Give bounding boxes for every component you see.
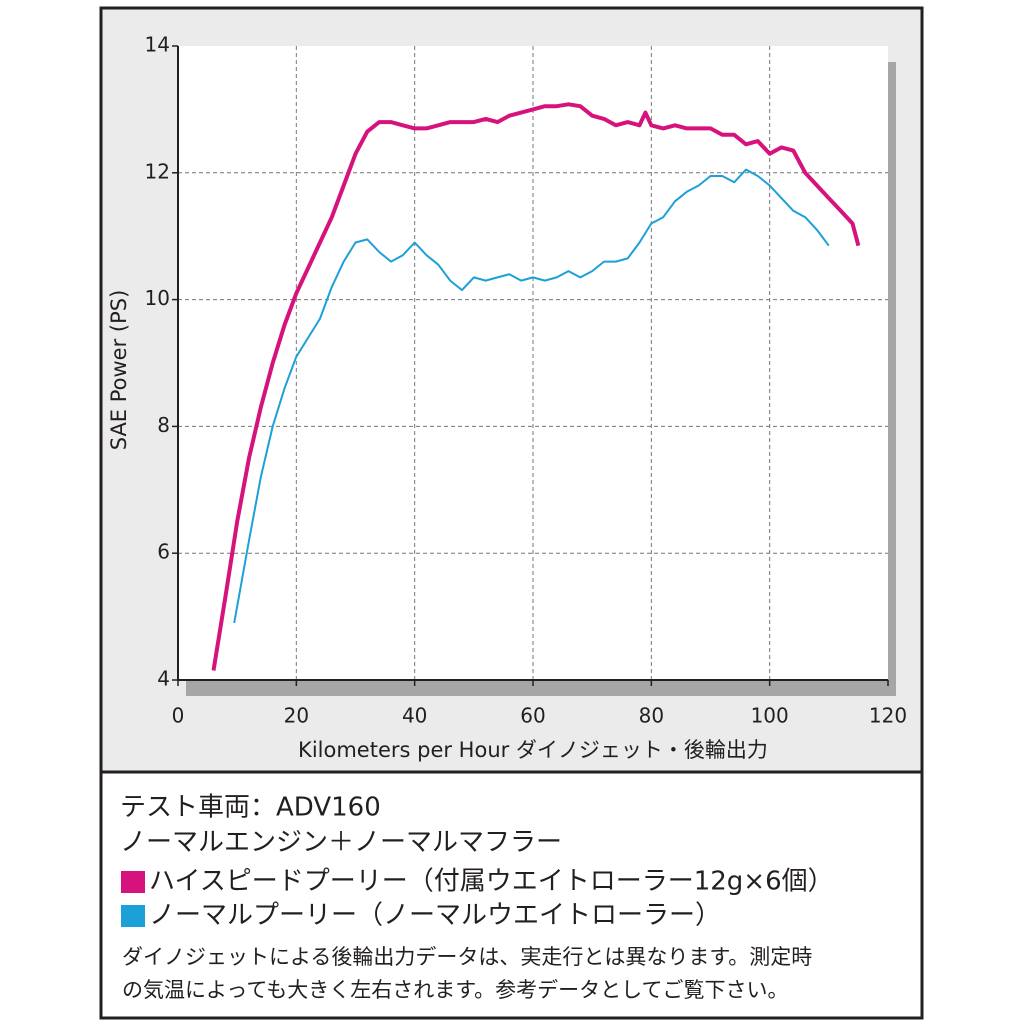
legend-label: ノーマルプーリー（ノーマルウエイトローラー） [149, 901, 721, 931]
series-line [233, 168, 830, 624]
vehicle-label: テスト車両：ADV160 [120, 793, 381, 823]
x-tick-label: 0 [172, 704, 185, 728]
y-tick-label: 10 [145, 286, 170, 310]
legend-panel [101, 772, 922, 1018]
x-tick-label: 60 [520, 704, 545, 728]
outer-frame [99, 6, 924, 1020]
legend-swatch [121, 871, 145, 893]
x-tick-label: 80 [639, 704, 664, 728]
condition-label: ノーマルエンジン＋ノーマルマフラー [120, 828, 562, 858]
y-tick-label: 4 [157, 667, 170, 691]
series-line [211, 102, 861, 671]
y-tick-label: 14 [145, 33, 170, 57]
legend-swatch [121, 905, 145, 927]
x-tick-label: 100 [751, 704, 789, 728]
x-tick-label: 120 [869, 704, 907, 728]
x-tick-label: 40 [402, 704, 427, 728]
x-axis-label: Kilometers per Hour ダイノジェット・後輪出力 [298, 738, 768, 762]
legend-label: ハイスピードプーリー（付属ウエイトローラー12g×6個） [149, 867, 834, 897]
y-tick-label: 8 [157, 413, 170, 437]
note: の気温によっても大きく左右されます。参考データとしてご覧下さい。 [122, 978, 789, 1002]
x-tick-label: 20 [284, 704, 309, 728]
y-tick-label: 6 [157, 540, 170, 564]
y-axis-label: SAE Power (PS) [107, 290, 131, 451]
y-tick-label: 12 [145, 159, 170, 183]
note: ダイノジェットによる後輪出力データは、実走行とは異なります。測定時 [122, 945, 812, 969]
